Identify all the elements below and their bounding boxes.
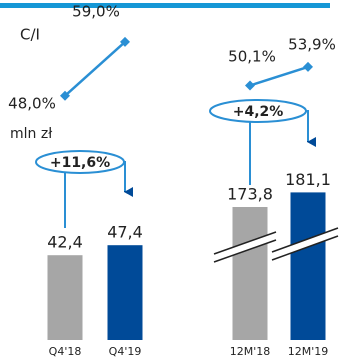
x-tick-label: 12M'19 (288, 345, 329, 358)
ci-marker (60, 90, 70, 101)
axis-break (272, 228, 338, 260)
axis-break (214, 232, 276, 262)
axis-break-line (271, 235, 339, 261)
ci-value-label: 59,0% (72, 3, 120, 21)
bar-value-label: 173,8 (227, 185, 273, 204)
change-label: +11,6% (50, 155, 110, 171)
change-label: +4,2% (233, 104, 284, 120)
ci-marker (245, 80, 255, 91)
bar-value-label: 47,4 (107, 223, 143, 242)
ci-line (249, 65, 309, 87)
ci-value-label: 53,9% (288, 36, 336, 54)
bar-value-label: 42,4 (47, 233, 83, 252)
x-tick-label: Q4'18 (49, 345, 82, 358)
bar (107, 245, 143, 340)
ci-marker (120, 36, 130, 47)
top-rule (0, 3, 330, 8)
x-tick-label: 12M'18 (230, 345, 271, 358)
x-tick-label: Q4'19 (109, 345, 142, 358)
bar (232, 207, 268, 340)
ci-marker (303, 61, 313, 72)
change-bubble (209, 99, 307, 123)
axis-break-line (213, 239, 277, 263)
ci-label: C/I (20, 26, 40, 44)
change-bubble (35, 150, 125, 174)
ci-value-label: 50,1% (228, 48, 276, 66)
unit-label: mln zł (10, 126, 52, 142)
bar (290, 192, 326, 340)
ci-line (64, 40, 126, 97)
axis-break-line (213, 231, 277, 255)
ci-value-label: 48,0% (8, 95, 56, 113)
bar-value-label: 181,1 (285, 170, 331, 189)
axis-break-line (271, 227, 339, 253)
bar (47, 255, 83, 340)
